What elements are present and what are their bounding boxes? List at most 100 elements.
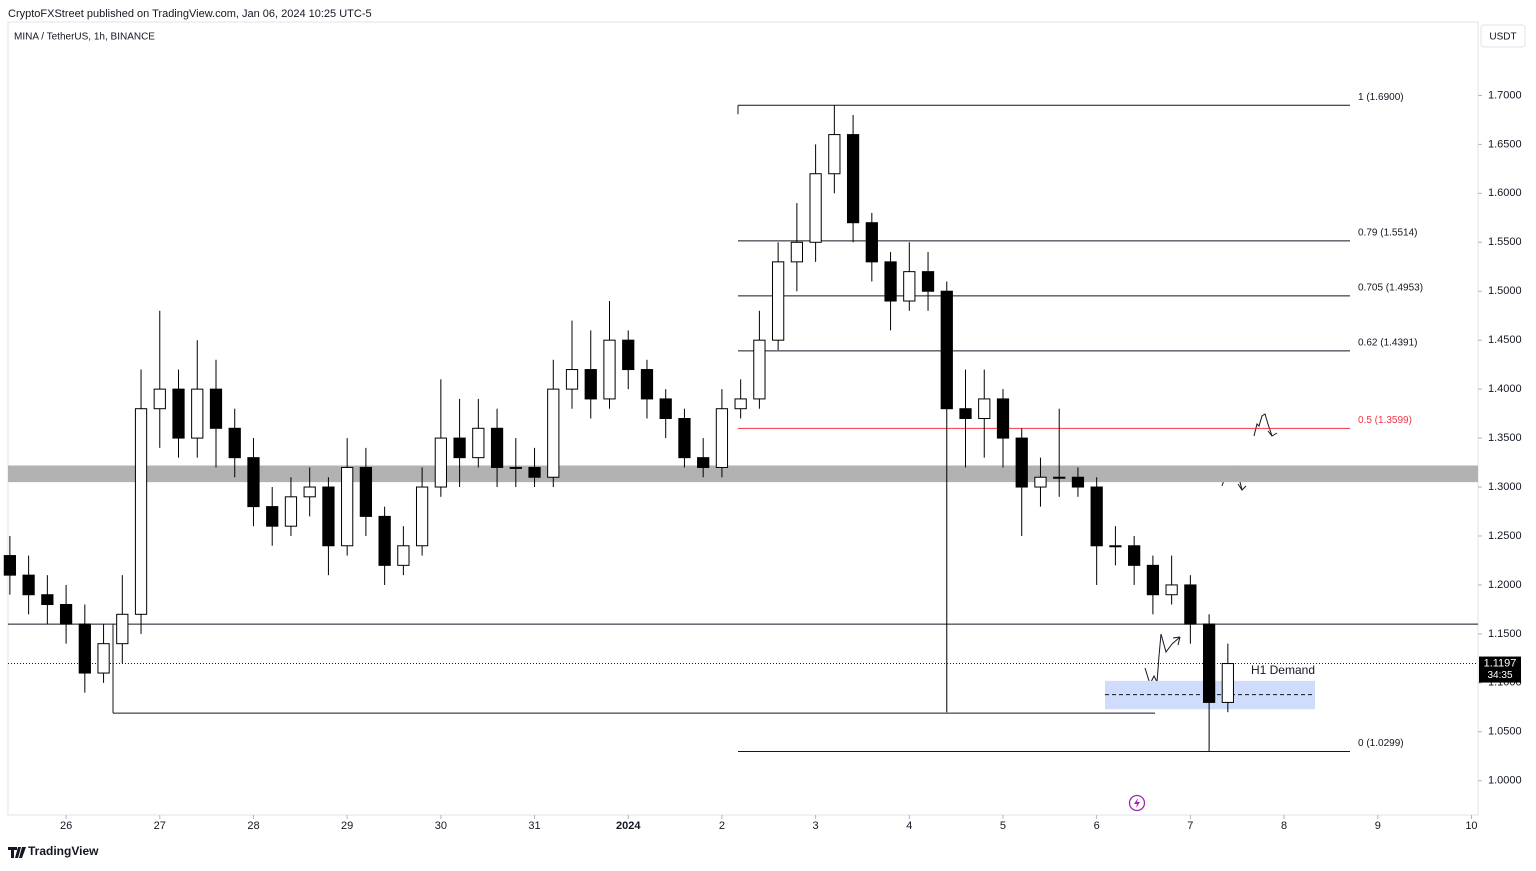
candle-body [753,339,766,400]
x-tick-label: 2024 [616,820,641,832]
candle-body [772,261,785,341]
candle-body [1221,663,1234,703]
y-tick-label: 1.7000 [1488,89,1522,101]
candle-body [359,466,373,517]
x-tick-label: 3 [813,820,819,832]
y-tick-label: 1.4000 [1488,383,1522,395]
event-icon[interactable] [1128,794,1146,812]
last-price-box [1479,656,1521,683]
candle-body [865,222,878,263]
candle-body [341,466,354,547]
candle-body [322,486,335,547]
candle-body [97,643,110,674]
y-tick-label: 1.0500 [1488,726,1522,738]
candle-body [790,241,803,263]
y-tick-label: 1.1500 [1488,628,1522,640]
candle-body [1146,564,1160,596]
candle-body [1184,584,1197,625]
candle-body [172,388,185,439]
candle-body [303,486,316,498]
y-tick-label: 1.3000 [1488,481,1522,493]
candle-body [996,398,1010,439]
currency: USDT [1489,32,1516,43]
candle-body [959,408,972,419]
x-tick-label: 7 [1187,820,1193,832]
chart-title: MINA / TetherUS, 1h, BINANCE [14,32,155,43]
candle-body [509,466,522,469]
candle-body [284,496,298,527]
candle-body [134,408,148,615]
fib-label: 0.79 (1.5514) [1358,228,1418,239]
candle-body [434,437,447,488]
fib-label: 0.705 (1.4953) [1358,282,1423,293]
candle-body [1128,545,1141,566]
y-tick-label: 1.0000 [1488,775,1522,787]
candle-body [1015,437,1028,488]
candle-body [191,388,204,439]
candle-body [921,271,935,292]
event-icon-bolt [1134,798,1140,808]
candle-body [1165,584,1178,596]
candle-body [940,290,953,410]
y-tick-label: 1.5500 [1488,236,1522,248]
candle-body [415,486,429,547]
brand-icon [8,847,26,858]
y-tick-label: 1.3500 [1488,432,1522,444]
candle-body [397,545,410,566]
x-tick-label: 29 [341,820,353,832]
candle-body [640,369,654,400]
x-tick-label: 10 [1465,820,1477,832]
candle-body [1109,545,1122,548]
candle-body [734,398,747,410]
candle-body [266,506,279,527]
candle-body [228,427,241,459]
last-price: 1.1197 [1484,657,1517,669]
x-tick-label: 26 [60,820,72,832]
fib-label: 0 (1.0299) [1358,738,1404,749]
candle-body [1202,623,1216,703]
candle-body [1053,476,1066,479]
candle-body [1034,476,1047,488]
candle-body [659,398,672,419]
candle-body [603,339,616,400]
candle-body [828,134,841,175]
y-tick-label: 1.4500 [1488,334,1522,346]
candle-body [490,427,504,468]
candle-body [846,134,860,224]
candle-body [697,457,710,468]
candle-body [978,398,991,419]
candle-body [678,418,691,459]
currency-box[interactable] [1480,24,1526,48]
candle-body [584,369,597,400]
candle-body [247,457,260,508]
candle-body [59,604,73,625]
candle-body [153,388,166,410]
x-tick-label: 6 [1094,820,1100,832]
fib-label: 1 (1.6900) [1358,92,1404,103]
y-tick-label: 1.6000 [1488,187,1522,199]
candle-body [78,623,91,674]
candle-body [453,437,466,459]
candle-body [22,574,35,596]
countdown: 34:35 [1487,670,1512,681]
y-tick-label: 1.5000 [1488,285,1522,297]
candle-body [116,613,129,645]
x-tick-label: 30 [435,820,447,832]
brand-logo: TradingView [8,844,99,858]
candle-body [547,388,560,478]
x-tick-label: 2 [719,820,725,832]
fib-label: 0.5 (1.3599) [1358,415,1412,426]
x-tick-label: 8 [1281,820,1287,832]
y-tick-label: 1.2000 [1488,579,1522,591]
y-tick-label: 1.2500 [1488,530,1522,542]
candle-body [41,594,54,606]
x-tick-label: 4 [906,820,912,832]
y-tick-label: 1.6500 [1488,138,1522,150]
x-tick-label: 27 [154,820,166,832]
candle-body [903,271,916,302]
candle-body [472,427,485,459]
candle-body [528,466,541,478]
x-tick-label: 31 [528,820,540,832]
